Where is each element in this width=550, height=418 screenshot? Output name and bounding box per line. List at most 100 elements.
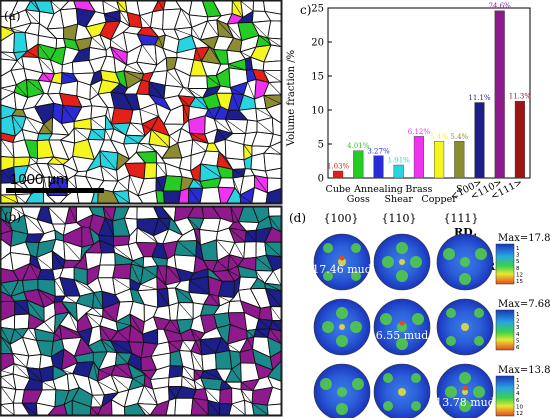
twin-boundary bbox=[193, 228, 201, 246]
twin-boundary bbox=[25, 116, 39, 134]
twin-boundary bbox=[182, 104, 189, 121]
twin-boundary bbox=[272, 320, 282, 332]
scale-bar bbox=[6, 188, 104, 193]
mud-label-3: 13.78 mud bbox=[435, 396, 495, 409]
intensity-spot bbox=[459, 273, 471, 285]
twin-boundary bbox=[97, 381, 119, 393]
twin-boundary bbox=[0, 206, 10, 224]
twin-boundary bbox=[0, 327, 11, 345]
grain bbox=[217, 177, 236, 189]
intensity-spot bbox=[339, 324, 345, 330]
twin-boundary bbox=[29, 156, 37, 164]
grain bbox=[265, 187, 282, 204]
twin-boundary bbox=[243, 144, 253, 157]
twin-boundary bbox=[247, 81, 255, 100]
twin-boundary bbox=[180, 8, 193, 28]
twin-boundary bbox=[13, 363, 31, 379]
twin-boundary bbox=[137, 227, 158, 244]
twin-boundary bbox=[161, 206, 175, 222]
grain bbox=[252, 0, 266, 12]
twin-boundary bbox=[42, 72, 52, 83]
twin-boundary bbox=[0, 218, 13, 231]
twin-boundary bbox=[189, 132, 209, 144]
intensity-spot bbox=[461, 323, 469, 331]
twin-boundary bbox=[263, 95, 282, 104]
twin-boundary bbox=[247, 338, 253, 350]
twin-boundary bbox=[99, 325, 111, 341]
intensity-spot bbox=[323, 271, 333, 281]
grain bbox=[149, 9, 164, 30]
twin-boundary bbox=[191, 27, 201, 41]
twin-boundary bbox=[192, 398, 209, 416]
ebsd-map-a: (a) 1000 μm bbox=[0, 0, 283, 205]
scale-tick-label: 15 bbox=[516, 279, 523, 285]
twin-boundary bbox=[217, 260, 229, 271]
twin-boundary bbox=[232, 169, 244, 177]
intensity-spot bbox=[351, 271, 361, 281]
twin-boundary bbox=[141, 44, 158, 66]
grain bbox=[176, 302, 194, 321]
twin-boundary bbox=[16, 60, 25, 69]
intensity-spot bbox=[462, 389, 468, 395]
grain bbox=[99, 252, 116, 266]
peak-spot bbox=[399, 320, 405, 326]
pf-title-111: {111} bbox=[444, 212, 479, 225]
twin-boundary bbox=[268, 82, 282, 96]
twin-boundary bbox=[112, 191, 130, 204]
grain bbox=[187, 75, 209, 89]
twin-boundary bbox=[59, 324, 82, 338]
bar-value-label: 3.27% bbox=[367, 147, 390, 155]
twin-boundary bbox=[67, 179, 77, 189]
twin-boundary bbox=[99, 150, 117, 171]
grain bbox=[250, 152, 266, 172]
category-label: Annealing bbox=[353, 184, 403, 195]
twin-boundary bbox=[254, 175, 268, 193]
twin-boundary bbox=[187, 217, 200, 230]
intensity-spot bbox=[380, 313, 392, 325]
twin-boundary bbox=[230, 206, 239, 222]
twin-boundary bbox=[37, 43, 51, 61]
twin-boundary bbox=[189, 279, 210, 295]
twin-boundary bbox=[157, 0, 164, 11]
twin-boundary bbox=[11, 115, 23, 130]
twin-boundary bbox=[206, 75, 221, 87]
twin-boundary bbox=[102, 206, 113, 222]
twin-boundary bbox=[138, 142, 157, 152]
twin-boundary bbox=[143, 385, 158, 405]
scale-tick-label: 8 bbox=[516, 266, 520, 272]
grain bbox=[26, 353, 42, 370]
intensity-spot bbox=[351, 243, 361, 253]
twin-boundary bbox=[91, 37, 107, 51]
grain bbox=[143, 162, 157, 180]
twin-boundary bbox=[182, 340, 192, 352]
twin-boundary bbox=[270, 306, 282, 321]
bar-value-label: 5.4% bbox=[450, 133, 468, 141]
intensity-spot bbox=[336, 403, 348, 415]
twin-boundary bbox=[110, 340, 132, 354]
twin-boundary bbox=[209, 294, 220, 307]
y-tick-label: 20 bbox=[311, 38, 324, 49]
twin-boundary bbox=[193, 369, 201, 378]
twin-boundary bbox=[168, 386, 177, 399]
twin-boundary bbox=[228, 227, 246, 243]
twin-boundary bbox=[246, 230, 257, 243]
intensity-scale bbox=[495, 243, 515, 285]
intensity-spot bbox=[412, 313, 424, 325]
twin-boundary bbox=[232, 0, 244, 18]
twin-boundary bbox=[178, 95, 190, 107]
twin-boundary bbox=[68, 312, 79, 333]
twin-boundary bbox=[90, 406, 98, 416]
twin-boundary bbox=[61, 369, 73, 374]
twin-boundary bbox=[174, 28, 192, 36]
twin-boundary bbox=[0, 194, 19, 204]
twin-boundary bbox=[192, 139, 207, 152]
bar-value-label: 1.91% bbox=[388, 157, 411, 165]
twin-boundary bbox=[125, 134, 139, 144]
grain bbox=[112, 263, 132, 280]
twin-boundary bbox=[227, 270, 241, 278]
twin-boundary bbox=[116, 352, 129, 364]
category-label: S bbox=[456, 184, 463, 195]
bar-value-label: 1.03% bbox=[327, 162, 350, 170]
twin-boundary bbox=[190, 351, 204, 372]
twin-boundary bbox=[37, 289, 55, 303]
